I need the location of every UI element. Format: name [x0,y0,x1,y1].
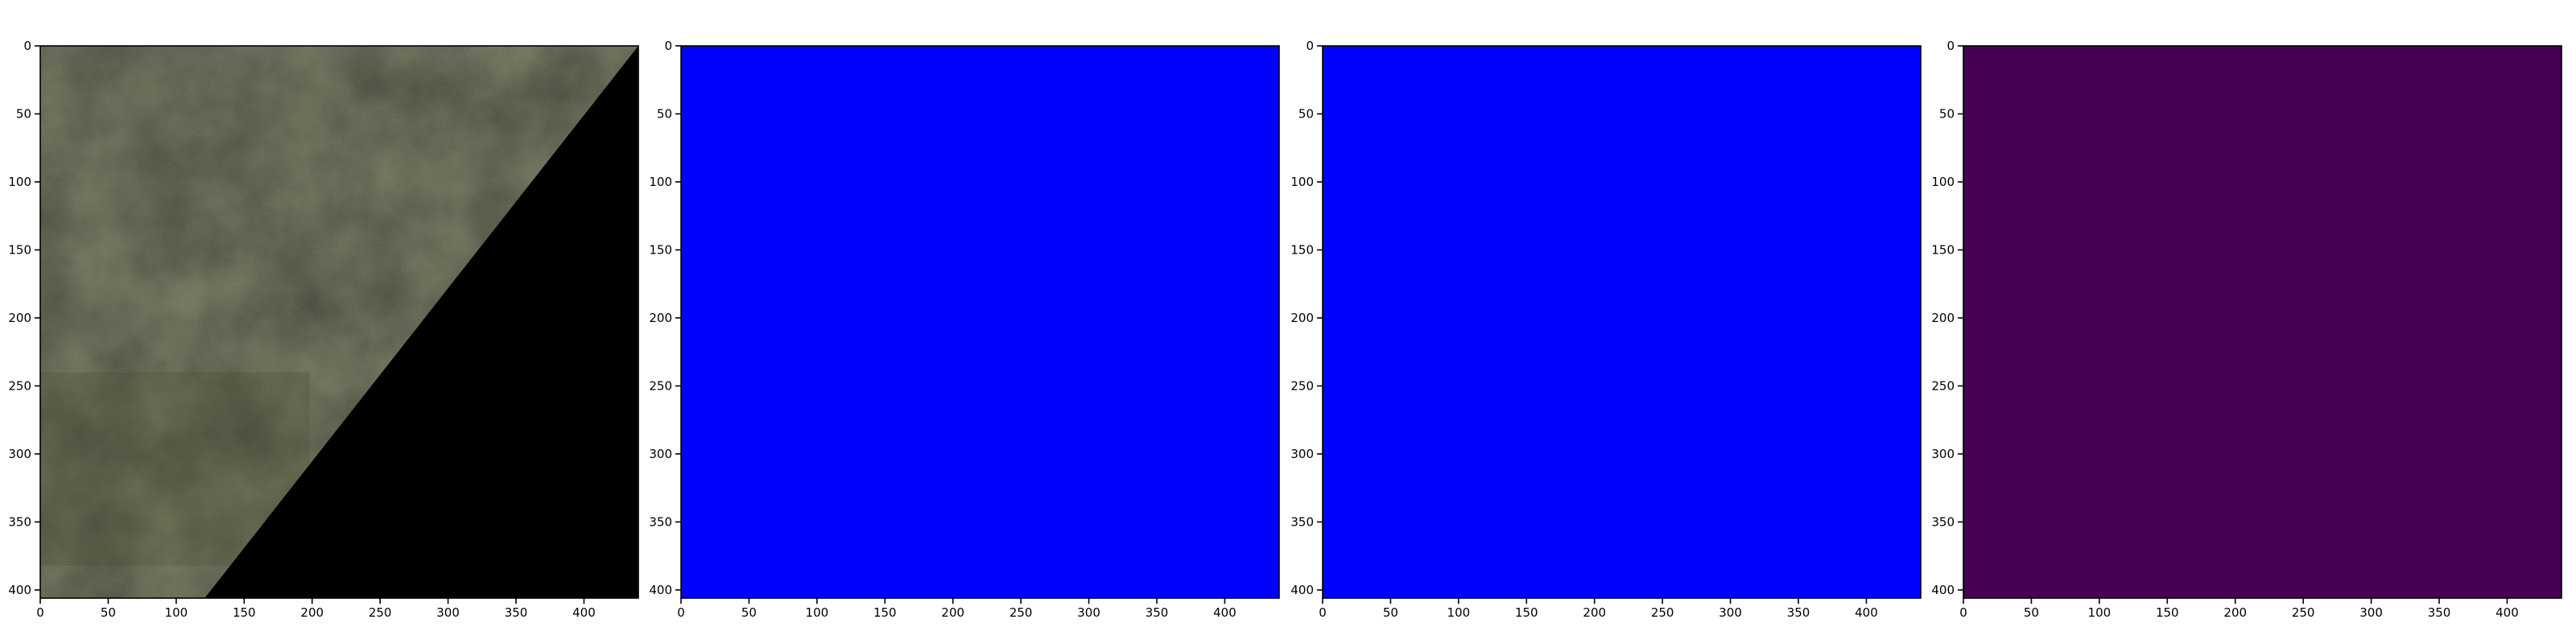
x-tick-label: 400 [2496,605,2519,620]
y-tick-label: 0 [23,39,31,53]
y-tick-label: 0 [1306,39,1314,53]
x-tick-label: 0 [677,605,685,620]
y-tick-label: 350 [649,514,672,529]
x-tick-label: 50 [1383,605,1398,620]
x-tick-label: 100 [1447,605,1471,620]
x-tick-label: 400 [1213,605,1236,620]
y-tick-label: 200 [1931,311,1955,325]
y-tick-label: 400 [1290,583,1314,597]
y-tick-label: 350 [1290,514,1314,529]
y-tick-label: 300 [649,447,672,461]
y-tick-label: 400 [649,583,672,597]
x-tick-label: 300 [1077,605,1100,620]
y-tick-label: 50 [657,106,672,121]
x-tick-label: 200 [941,605,964,620]
y-tick-label: 200 [8,311,31,325]
x-tick-label: 150 [233,605,256,620]
y-tick-label: 100 [8,175,31,189]
x-tick-label: 400 [572,605,596,620]
y-tick-label: 200 [1290,311,1314,325]
y-tick-label: 350 [8,514,31,529]
y-tick-label: 50 [1939,106,1955,121]
y-tick-label: 100 [649,175,672,189]
x-tick-label: 50 [741,605,757,620]
image-panel-4: 0 50 100 150 200 250 300 350 400 0 50 100 150 200 250 3… [1931,39,2562,620]
x-tick-label: 100 [806,605,829,620]
x-tick-label: 350 [1787,605,1810,620]
x-tick-label: 200 [2223,605,2247,620]
x-tick-label: 250 [2292,605,2315,620]
y-tick-label: 300 [1290,447,1314,461]
x-tick-label: 150 [1515,605,1538,620]
nodata-region [204,46,638,598]
panel-4-border [1963,45,2562,599]
y-tick-label: 100 [1290,175,1314,189]
x-tick-label: 350 [505,605,528,620]
y-tick-label: 400 [8,583,31,597]
x-tick-label: 50 [2024,605,2039,620]
y-tick-label: 0 [1946,39,1955,53]
y-tick-label: 250 [1290,378,1314,393]
panel-2-border [680,45,1280,599]
x-tick-label: 0 [36,605,44,620]
y-tick-label: 150 [1931,242,1955,257]
x-tick-label: 250 [1651,605,1674,620]
panel-3-border [1322,45,1922,599]
x-tick-label: 100 [2088,605,2112,620]
y-tick-label: 50 [16,106,31,121]
x-tick-label: 250 [1009,605,1033,620]
x-tick-label: 300 [2359,605,2383,620]
panel-4-fill [1963,46,2562,598]
y-tick-label: 400 [1931,583,1955,597]
y-tick-label: 300 [1931,447,1955,461]
x-tick-label: 350 [2428,605,2451,620]
image-panel-1: 0 50 100 150 200 250 300 350 400 0 50 100 150 200 250 3… [8,39,639,620]
x-tick-label: 200 [1583,605,1606,620]
y-tick-label: 200 [649,311,672,325]
y-tick-label: 50 [1298,106,1314,121]
y-tick-label: 250 [8,378,31,393]
y-tick-label: 150 [649,242,672,257]
y-tick-label: 350 [1931,514,1955,529]
x-tick-label: 250 [369,605,392,620]
y-tick-label: 150 [8,242,31,257]
x-tick-label: 200 [300,605,324,620]
panel-2-fill [681,46,1279,598]
y-tick-label: 250 [649,378,672,393]
x-tick-label: 150 [873,605,897,620]
x-tick-label: 100 [165,605,188,620]
y-tick-label: 100 [1931,175,1955,189]
panel-3-fill [1323,46,1921,598]
y-tick-label: 0 [664,39,672,53]
x-tick-label: 0 [1319,605,1327,620]
x-tick-label: 300 [436,605,460,620]
x-tick-label: 50 [101,605,116,620]
image-panel-2: 0 50 100 150 200 250 300 350 400 0 50 100 150 200 250 3… [649,39,1280,620]
x-tick-label: 400 [1855,605,1878,620]
x-tick-label: 350 [1146,605,1169,620]
aerial-image [40,46,638,598]
x-tick-label: 300 [1719,605,1742,620]
x-tick-label: 0 [1959,605,1967,620]
x-tick-label: 150 [2156,605,2179,620]
panel-1-border [39,45,639,599]
y-tick-label: 300 [8,447,31,461]
y-tick-label: 150 [1290,242,1314,257]
y-tick-label: 250 [1931,378,1955,393]
image-panel-3: 0 50 100 150 200 250 300 350 400 0 50 100 150 200 250 3… [1290,39,1922,620]
